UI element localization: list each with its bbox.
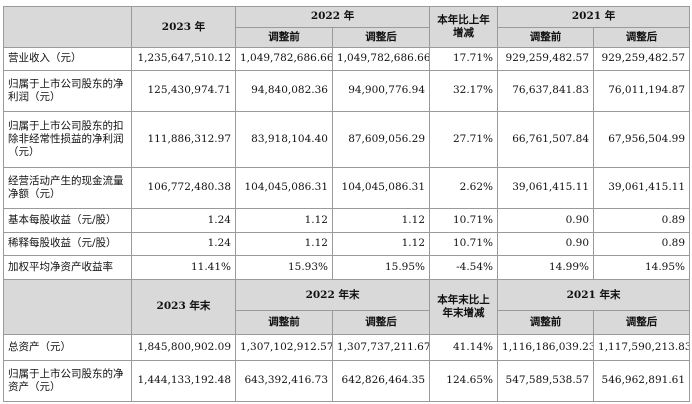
cell-change-end: 124.65% bbox=[429, 359, 499, 403]
cell-2021-after: 39,061,415.11 bbox=[593, 166, 691, 209]
row-label: 经营活动产生的现金流量净额（元） bbox=[3, 166, 132, 209]
header-row-sub: 调整前 调整后 调整前 调整后 bbox=[4, 26, 691, 48]
table-row: 总资产（元） 1,845,800,902.09 1,307,102,912.57… bbox=[3, 334, 691, 361]
financial-table: 2023 年 2022 年 本年比上年增减 2021 年 调整前 调整后 调整前… bbox=[3, 6, 691, 403]
col-2022-before: 调整前 bbox=[235, 26, 333, 48]
cell-2021-before: 66,761,507.84 bbox=[497, 110, 595, 168]
header-row-years: 2023 年 2022 年 本年比上年增减 2021 年 bbox=[3, 6, 691, 48]
row-label: 归属于上市公司股东的净资产（元） bbox=[3, 359, 132, 403]
cell-2022-after: 15.95% bbox=[331, 255, 431, 280]
col-2021: 2021 年 bbox=[497, 6, 691, 28]
row-label: 稀释每股收益（元/股） bbox=[3, 231, 132, 257]
header-row-sub-end: 调整前 调整后 调整前 调整后 bbox=[4, 310, 691, 335]
cell-2023: 1.24 bbox=[131, 231, 236, 257]
col-2022: 2022 年 bbox=[234, 6, 431, 28]
cell-2022-before: 1.12 bbox=[235, 207, 333, 233]
cell-2021-after: 14.95% bbox=[593, 255, 691, 280]
cell-change: 27.71% bbox=[429, 110, 499, 168]
corner-cell bbox=[3, 6, 132, 48]
col-2023-end: 2023 年末 bbox=[131, 278, 236, 336]
cell-2022-before: 1,049,782,686.66 bbox=[235, 47, 333, 71]
cell-2022-after: 94,900,776.94 bbox=[331, 69, 431, 112]
row-label: 营业收入（元） bbox=[3, 47, 132, 71]
cell-change: 32.17% bbox=[429, 69, 499, 112]
cell-2022-before: 104,045,086.31 bbox=[235, 166, 333, 209]
cell-2021-after: 0.89 bbox=[593, 207, 691, 233]
cell-2023: 106,772,480.38 bbox=[131, 166, 236, 209]
header-row-yearend: 2023 年末 2022 年末 本年末比上年末增减 2021 年末 bbox=[3, 278, 691, 336]
row-label: 总资产（元） bbox=[3, 334, 132, 361]
cell-2021-end-after: 546,962,891.61 bbox=[593, 359, 691, 403]
cell-2023: 1.24 bbox=[131, 207, 236, 233]
col-change: 本年比上年增减 bbox=[429, 6, 499, 48]
cell-2022-before: 83,918,104.40 bbox=[235, 110, 333, 168]
cell-2022-before: 1.12 bbox=[235, 231, 333, 257]
cell-2022-before: 15.93% bbox=[235, 255, 333, 280]
col-2021-end-after: 调整后 bbox=[593, 310, 691, 335]
row-label: 归属于上市公司股东的净利润（元） bbox=[3, 69, 132, 112]
cell-2023-end: 1,845,800,902.09 bbox=[131, 334, 236, 361]
table-row: 稀释每股收益（元/股） 1.24 1.12 1.12 10.71% 0.90 0… bbox=[3, 231, 691, 257]
cell-2021-end-after: 1,117,590,213.83 bbox=[593, 334, 691, 361]
row-label: 基本每股收益（元/股） bbox=[3, 207, 132, 233]
row-label: 加权平均净资产收益率 bbox=[3, 255, 132, 280]
cell-2021-end-before: 1,116,186,039.23 bbox=[497, 334, 595, 361]
col-2022-end-before: 调整前 bbox=[235, 310, 333, 335]
cell-change-end: 41.14% bbox=[429, 334, 499, 361]
col-2021-end-before: 调整前 bbox=[497, 310, 595, 335]
cell-2022-after: 1.12 bbox=[331, 231, 431, 257]
cell-change: 2.62% bbox=[429, 166, 499, 209]
col-change-end: 本年末比上年末增减 bbox=[429, 278, 499, 336]
cell-2021-before: 14.99% bbox=[497, 255, 595, 280]
table-row: 归属于上市公司股东的净资产（元） 1,444,133,192.48 643,39… bbox=[3, 359, 691, 403]
corner-cell bbox=[3, 278, 132, 336]
cell-2023: 11.41% bbox=[131, 255, 236, 280]
cell-2021-after: 929,259,482.57 bbox=[593, 47, 691, 71]
cell-2021-before: 0.90 bbox=[497, 207, 595, 233]
table-row: 归属于上市公司股东的净利润（元） 125,430,974.71 94,840,0… bbox=[3, 69, 691, 112]
cell-2022-after: 1,049,782,686.66 bbox=[331, 47, 431, 71]
table-row: 加权平均净资产收益率 11.41% 15.93% 15.95% -4.54% 1… bbox=[3, 255, 691, 280]
table-row: 归属于上市公司股东的扣除非经常性损益的净利润（元） 111,886,312.97… bbox=[3, 110, 691, 168]
cell-change: 10.71% bbox=[429, 231, 499, 257]
col-2021-end: 2021 年末 bbox=[497, 278, 691, 312]
col-2021-before: 调整前 bbox=[497, 26, 595, 48]
cell-2021-before: 76,637,841.83 bbox=[497, 69, 595, 112]
col-2022-end: 2022 年末 bbox=[234, 278, 431, 312]
cell-2022-before: 94,840,082.36 bbox=[235, 69, 333, 112]
cell-2022-after: 104,045,086.31 bbox=[331, 166, 431, 209]
cell-2023: 1,235,647,510.12 bbox=[131, 47, 236, 71]
table-row: 营业收入（元） 1,235,647,510.12 1,049,782,686.6… bbox=[3, 47, 691, 71]
cell-2021-before: 929,259,482.57 bbox=[497, 47, 595, 71]
cell-2022-after: 1.12 bbox=[331, 207, 431, 233]
col-2021-after: 调整后 bbox=[593, 26, 691, 48]
col-2022-end-after: 调整后 bbox=[331, 310, 431, 335]
cell-change: -4.54% bbox=[429, 255, 499, 280]
cell-2021-after: 67,956,504.99 bbox=[593, 110, 691, 168]
cell-2021-before: 0.90 bbox=[497, 231, 595, 257]
cell-change: 10.71% bbox=[429, 207, 499, 233]
row-label: 归属于上市公司股东的扣除非经常性损益的净利润（元） bbox=[3, 110, 132, 168]
cell-2022-after: 87,609,056.29 bbox=[331, 110, 431, 168]
cell-change: 17.71% bbox=[429, 47, 499, 71]
cell-2022-end-before: 643,392,416.73 bbox=[235, 359, 333, 403]
col-2022-after: 调整后 bbox=[331, 26, 431, 48]
table-row: 基本每股收益（元/股） 1.24 1.12 1.12 10.71% 0.90 0… bbox=[3, 207, 691, 233]
cell-2022-end-after: 1,307,737,211.67 bbox=[331, 334, 431, 361]
table-row: 经营活动产生的现金流量净额（元） 106,772,480.38 104,045,… bbox=[3, 166, 691, 209]
cell-2023: 111,886,312.97 bbox=[131, 110, 236, 168]
cell-2021-end-before: 547,589,538.57 bbox=[497, 359, 595, 403]
cell-2022-end-before: 1,307,102,912.57 bbox=[235, 334, 333, 361]
cell-2023: 125,430,974.71 bbox=[131, 69, 236, 112]
cell-2021-after: 0.89 bbox=[593, 231, 691, 257]
cell-2021-after: 76,011,194.87 bbox=[593, 69, 691, 112]
cell-2022-end-after: 642,826,464.35 bbox=[331, 359, 431, 403]
col-2023: 2023 年 bbox=[131, 6, 236, 48]
cell-2021-before: 39,061,415.11 bbox=[497, 166, 595, 209]
cell-2023-end: 1,444,133,192.48 bbox=[131, 359, 236, 403]
